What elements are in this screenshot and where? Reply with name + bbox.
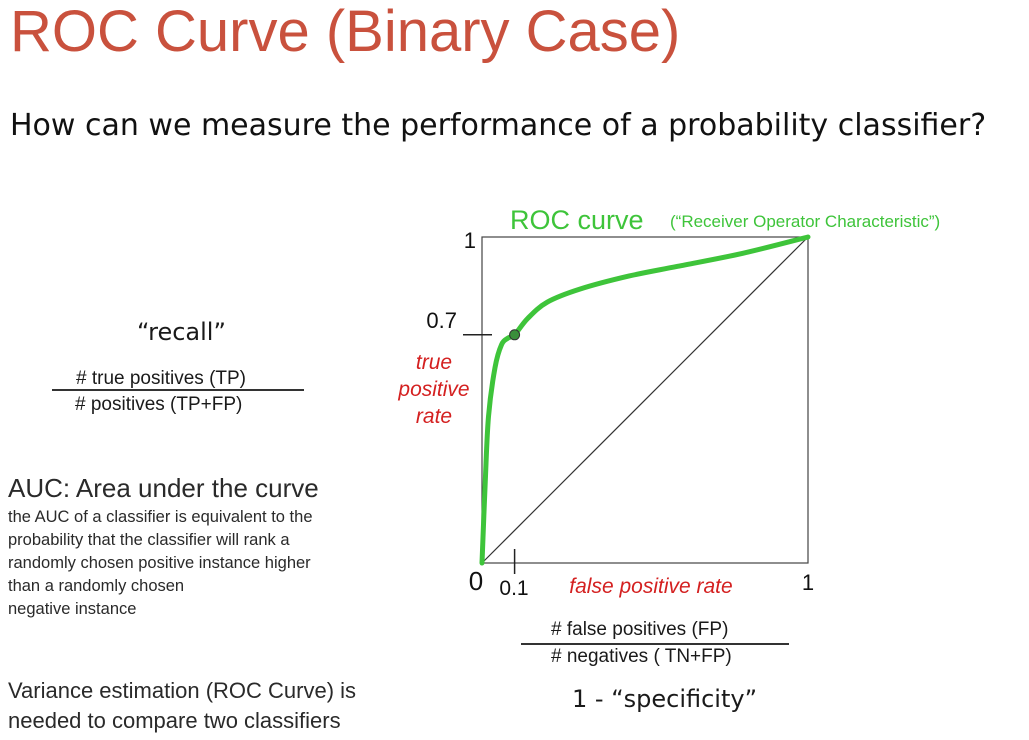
reference-diagonal (481, 236, 809, 564)
chart-title: ROC curve (510, 205, 644, 235)
auc-description-line: than a randomly chosen (8, 577, 185, 595)
fpr-fraction-bar (521, 643, 789, 645)
chart-subtitle: (“Receiver Operator Characteristic”) (670, 212, 940, 231)
auc-description-line: negative instance (8, 600, 137, 618)
specificity-label: 1 - “specificity” (572, 685, 758, 713)
fpr-denominator: # negatives ( TN+FP) (551, 646, 732, 667)
y-axis-label-line: positive (397, 378, 469, 401)
x-tick-label-0.1: 0.1 (499, 577, 528, 600)
fpr-numerator: # false positives (FP) (551, 619, 729, 640)
y-axis-label-line: rate (416, 405, 452, 428)
x-tick-label-0: 0 (469, 566, 483, 596)
variance-line: Variance estimation (ROC Curve) is (8, 678, 357, 703)
x-axis-label: false positive rate (569, 575, 732, 598)
auc-description-line: the AUC of a classifier is equivalent to… (8, 508, 313, 526)
recall-fraction-bar (52, 389, 304, 391)
variance-line: needed to compare two classifiers (8, 708, 341, 733)
plot-frame (481, 236, 809, 564)
highlight-point (509, 329, 521, 341)
roc-curve-line (479, 234, 811, 566)
slide-title: ROC Curve (Binary Case) (10, 0, 681, 64)
y-tick-label-0.7: 0.7 (426, 308, 457, 333)
variance-note: Variance estimation (ROC Curve) is neede… (8, 676, 356, 736)
x-tick-label-1: 1 (802, 570, 814, 595)
y-axis-label-line: true (416, 351, 452, 374)
recall-denominator: # positives (TP+FP) (75, 394, 243, 415)
auc-description-line: randomly chosen positive instance higher (8, 554, 311, 572)
recall-numerator: # true positives (TP) (76, 368, 246, 389)
slide-question: How can we measure the performance of a … (10, 108, 987, 143)
recall-label: “recall” (137, 318, 226, 346)
y-tick-label-1: 1 (464, 228, 476, 253)
auc-description-line: probability that the classifier will ran… (8, 531, 290, 549)
auc-description: the AUC of a classifier is equivalent to… (8, 506, 388, 621)
auc-title: AUC: Area under the curve (8, 473, 319, 503)
